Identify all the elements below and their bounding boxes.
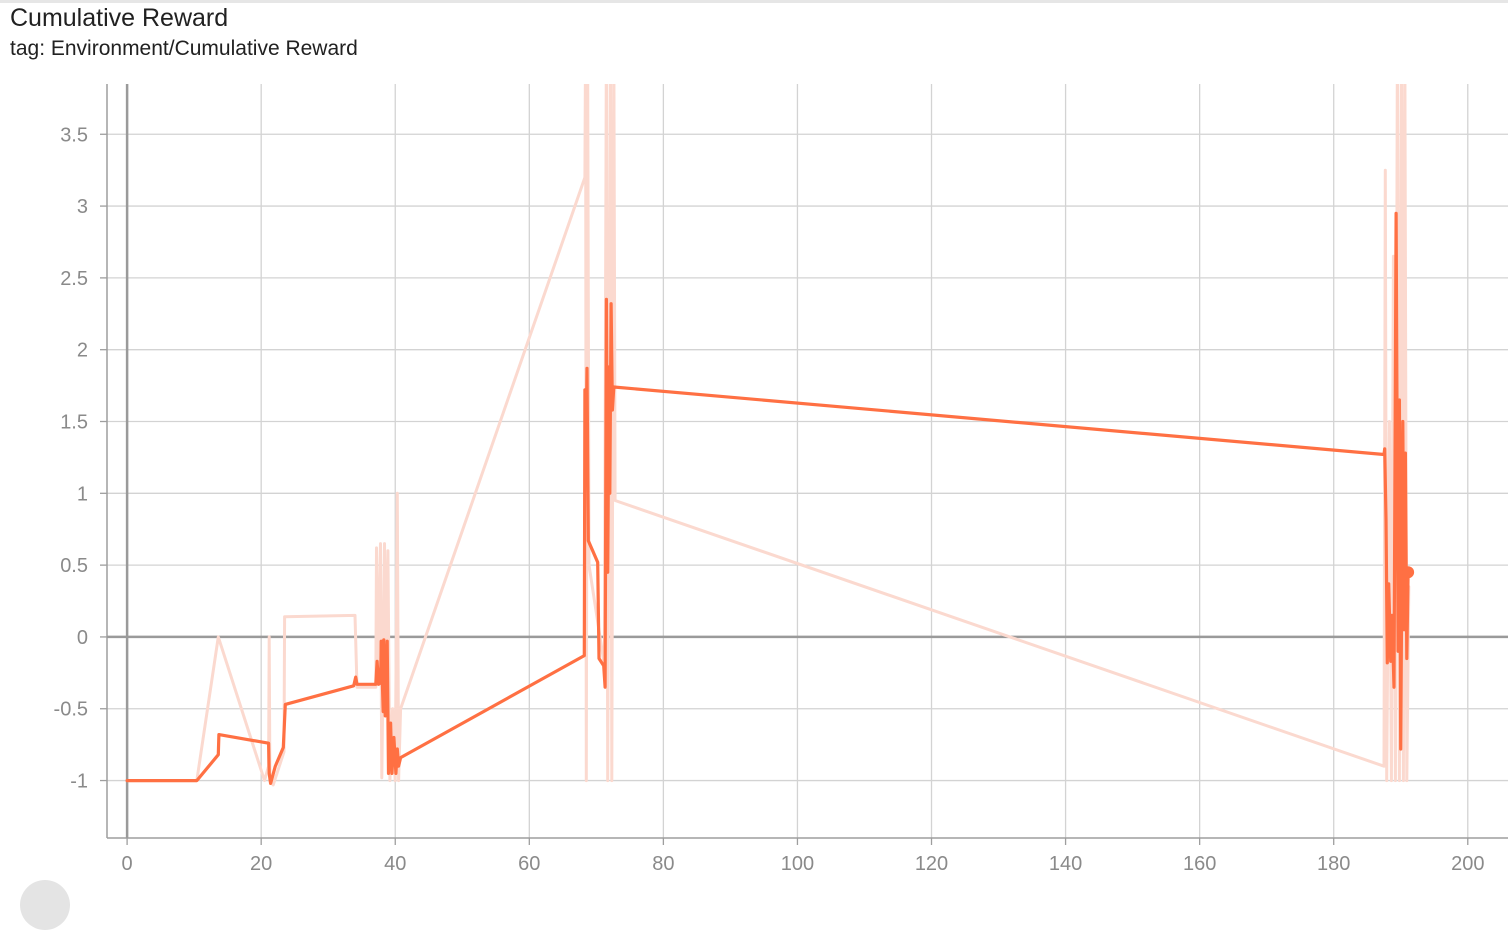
y-tick-label: 1.5	[60, 412, 88, 434]
x-tick-label: 140	[1049, 853, 1082, 875]
x-tick-label: 100	[781, 853, 814, 875]
y-tick-label: 0	[77, 627, 88, 649]
y-tick-label: 0.5	[60, 555, 88, 577]
chart-control-button[interactable]	[20, 880, 70, 930]
y-tick-label: -1	[70, 771, 88, 793]
y-tick-label: 1	[77, 483, 88, 505]
line-chart[interactable]: 0 20 40 60 80 100 120 140 160 180 200 -1 -0.5 0 0.5 1 1.…	[0, 0, 1508, 896]
raw-series-line	[125, 84, 1411, 787]
x-tick-label: 120	[915, 853, 948, 875]
y-tick-label: -0.5	[54, 699, 88, 721]
x-tick-label: 200	[1451, 853, 1484, 875]
x-tick-label: 180	[1317, 853, 1350, 875]
plot-area	[125, 84, 1411, 787]
grid	[107, 84, 1508, 838]
x-tick-label: 20	[250, 853, 272, 875]
chart-subtitle: tag: Environment/Cumulative Reward	[10, 37, 358, 60]
y-tick-label: 3.5	[60, 124, 88, 146]
x-tick-label: 60	[518, 853, 540, 875]
x-tick-label: 80	[652, 853, 674, 875]
last-point-marker	[1402, 566, 1415, 579]
y-tick-label: 2.5	[60, 268, 88, 290]
x-tick-label: 40	[384, 853, 406, 875]
chart-title: Cumulative Reward	[10, 4, 229, 32]
x-tick-label: 0	[122, 853, 133, 875]
y-tick-label: 2	[77, 340, 88, 362]
top-divider	[0, 0, 1508, 3]
x-tick-label: 160	[1183, 853, 1216, 875]
smoothed-series-line	[125, 211, 1410, 786]
y-tick-label: 3	[77, 196, 88, 218]
